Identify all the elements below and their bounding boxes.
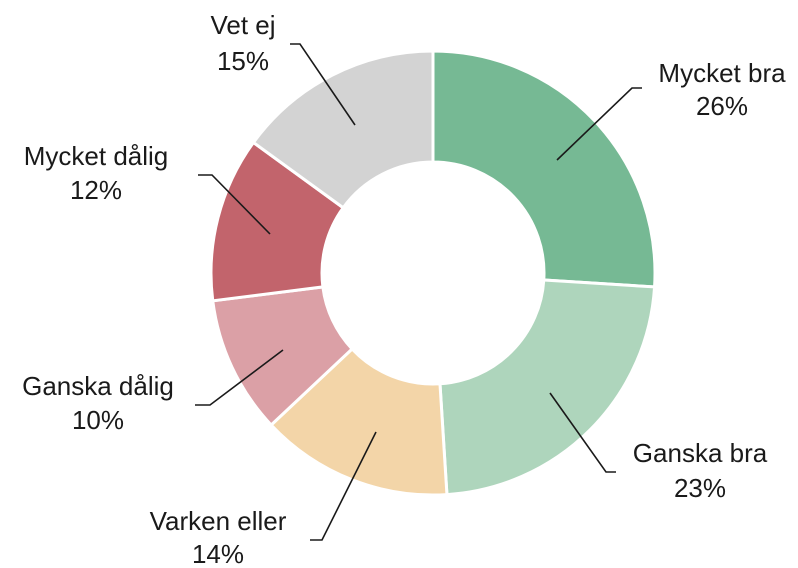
value-label: 23% (674, 473, 726, 503)
value-label: 15% (217, 46, 269, 76)
value-label: 14% (192, 539, 244, 568)
donut-segment (431, 49, 657, 289)
value-label: 12% (70, 175, 122, 205)
segment-label: Vet ej (210, 10, 275, 40)
donut-segment (251, 49, 435, 210)
leader-line (556, 87, 642, 161)
leader-line (290, 43, 356, 126)
donut-segment (438, 278, 657, 497)
segment-label: Mycket dålig (24, 141, 169, 171)
value-label: 26% (696, 91, 748, 121)
segment-label: Varken eller (150, 506, 287, 536)
segment-label: Ganska dålig (22, 371, 174, 401)
leader-line (198, 174, 271, 235)
segment-label: Mycket bra (658, 58, 786, 88)
leader-line (310, 431, 377, 541)
leader-line (195, 349, 284, 406)
leader-line (549, 392, 616, 473)
value-label: 10% (72, 405, 124, 435)
segment-label: Ganska bra (633, 438, 768, 468)
